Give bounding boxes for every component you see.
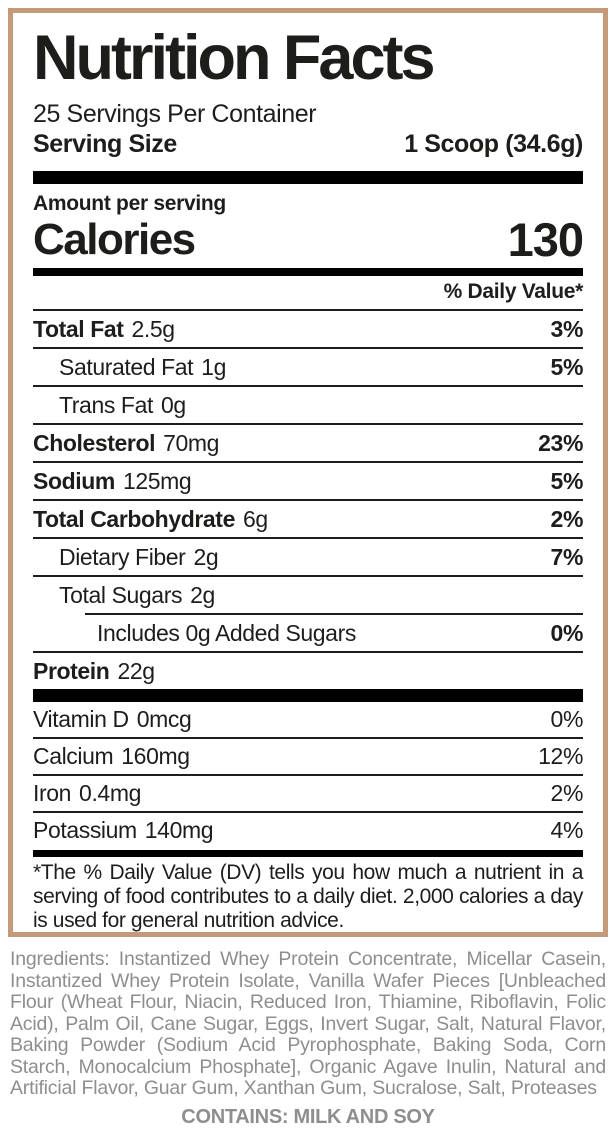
nutrient-amount: 22g [117,658,155,684]
allergen-contains-statement: CONTAINS: MILK AND SOY [181,1105,435,1128]
micronutrient-row-calcium: Calcium 160mg 12% [33,737,583,774]
medium-divider-bar [33,268,583,276]
nutrient-amount: 125mg [122,468,192,494]
nutrient-row-trans-fat: Trans Fat 0g [33,385,583,423]
nutrient-dv: 23% [538,430,583,456]
nutrient-name: Vitamin D [33,706,129,732]
nutrient-row-total-fat: Total Fat 2.5g 3% [33,309,583,347]
nutrient-row-added-sugars: Includes 0g Added Sugars 0% [33,615,583,651]
nutrient-name: Iron [33,780,72,806]
nutrient-row-protein: Protein 22g [33,651,583,689]
nutrient-row-total-carbohydrate: Total Carbohydrate 6g 2% [33,499,583,537]
daily-value-header: % Daily Value* [443,280,584,303]
calories-row: Calories 130 [33,213,584,266]
nutrient-amount: 6g [242,506,268,532]
nutrition-facts-title: Nutrition Facts [33,23,436,93]
micronutrient-row-iron: Iron 0.4mg 2% [33,774,583,811]
nutrient-name: Includes 0g Added Sugars [97,620,356,646]
nutrient-name: Total Carbohydrate [33,506,235,532]
nutrient-name: Cholesterol [33,430,156,456]
servings-per-container: 25 Servings Per Container [33,100,317,128]
calories-label: Calories [33,215,196,264]
nutrient-amount: 0.4mg [79,780,141,806]
nutrient-dv: 12% [538,743,583,769]
ingredients-text: Ingredients: Instantized Whey Protein Co… [10,948,606,1099]
nutrient-dv: 7% [550,544,584,570]
nutrient-name: Calcium [33,743,114,769]
nutrient-dv: 2% [550,506,584,532]
nutrient-name: Total Fat [33,316,124,342]
nutrient-row-total-sugars: Total Sugars 2g [33,575,583,613]
nutrient-dv: 3% [550,316,584,342]
nutrient-amount: 70mg [163,430,220,456]
nutrient-name: Saturated Fat [59,354,194,380]
nutrient-row-saturated-fat: Saturated Fat 1g 5% [33,347,583,385]
nutrient-dv: 5% [550,468,584,494]
nutrient-name: Trans Fat [59,392,153,418]
serving-size-label: Serving Size [33,130,177,158]
nutrition-facts-panel: Nutrition Facts 25 Servings Per Containe… [8,8,608,937]
micronutrient-row-potassium: Potassium 140mg 4% [33,811,583,848]
nutrient-amount: 2g [190,582,215,608]
calories-value: 130 [507,213,584,266]
nutrient-amount: 1g [201,354,226,380]
nutrient-row-dietary-fiber: Dietary Fiber 2g 7% [33,537,583,575]
nutrient-amount: 0g [160,392,186,418]
micronutrient-row-vitamin-d: Vitamin D 0mcg 0% [33,702,583,737]
nutrient-name: Total Sugars [59,582,183,608]
inset-divider-rule [85,613,583,615]
nutrient-row-sodium: Sodium 125mg 5% [33,461,583,499]
nutrient-amount: 160mg [121,743,190,769]
amount-per-serving-label: Amount per serving [33,192,226,215]
nutrient-dv: 4% [550,817,584,843]
nutrient-dv: 0% [550,706,584,732]
nutrient-amount: 140mg [144,817,214,843]
medium-divider-bar [33,850,583,857]
thick-divider-bar [33,689,583,702]
nutrient-row-cholesterol: Cholesterol 70mg 23% [33,423,583,461]
nutrient-dv: 5% [550,354,584,380]
nutrient-name: Protein [33,658,110,684]
nutrient-name: Potassium [33,817,137,843]
serving-size-value: 1 Scoop (34.6g) [404,130,583,158]
nutrient-amount: 2g [193,544,219,570]
nutrient-name: Sodium [33,468,115,494]
nutrient-dv: 2% [550,780,584,806]
nutrient-dv: 0% [550,620,584,646]
nutrient-amount: 2.5g [131,316,176,342]
serving-size-row: Serving Size 1 Scoop (34.6g) [33,129,583,159]
nutrient-amount: 0mcg [136,706,192,732]
nutrient-name: Dietary Fiber [59,544,186,570]
thick-divider-bar [33,171,583,184]
daily-value-footnote: *The % Daily Value (DV) tells you how mu… [33,861,583,932]
